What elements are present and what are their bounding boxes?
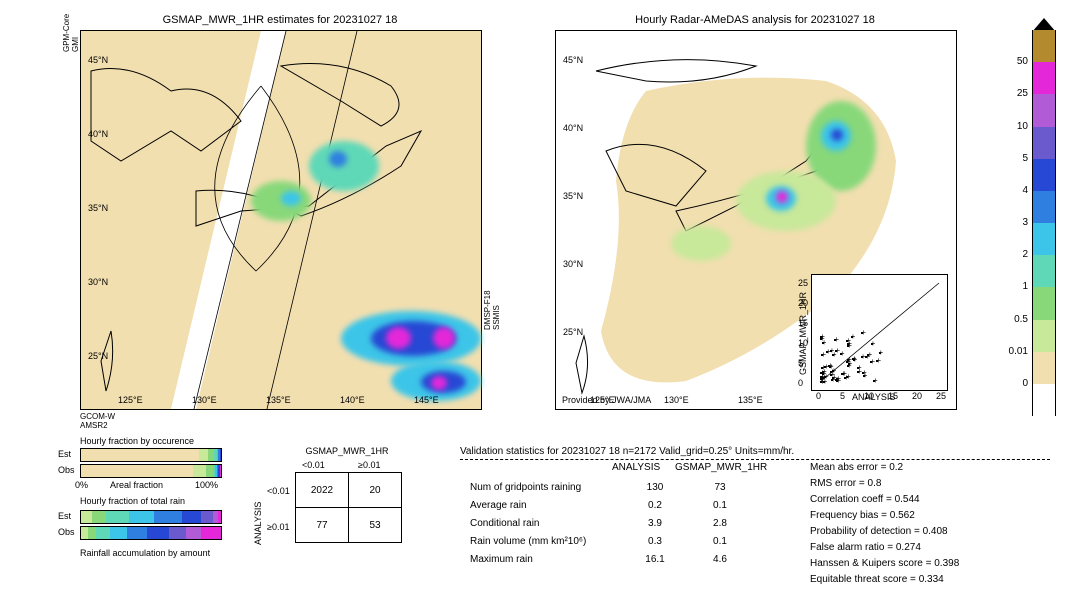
ct-col-1: ≥0.01 — [358, 460, 380, 470]
fraction-xaxis-2: 100% — [195, 480, 218, 490]
val-col-1: GSMAP_MWR_1HR — [675, 462, 767, 473]
scatter-inset: ++++++++++++++++++++++++++++++++++++++++… — [811, 274, 948, 391]
ct-col-0: <0.01 — [302, 460, 325, 470]
left-map — [80, 30, 482, 410]
colorbar-tick: 0.01 — [998, 346, 1028, 357]
colorbar-tick: 25 — [998, 88, 1028, 99]
colorbar — [1032, 30, 1056, 416]
sat-gpm-label: GPM-Core GMI — [62, 14, 80, 52]
validation-title: Validation statistics for 20231027 18 n=… — [460, 446, 1050, 460]
colorbar-tick: 50 — [998, 56, 1028, 67]
fraction-title-2: Hourly fraction of total rain — [80, 496, 185, 506]
colorbar-tick: 10 — [998, 121, 1028, 132]
colorbar-tick: 1 — [998, 281, 1028, 292]
fraction-title-1: Hourly fraction by occurence — [80, 436, 194, 446]
ct-row-label: ANALYSIS — [253, 502, 263, 545]
colorbar-tick: 5 — [998, 153, 1028, 164]
contingency-table: 202220 7753 — [295, 472, 402, 543]
sat-gcom-label: GCOM-W AMSR2 — [80, 412, 115, 430]
sat-dmsp-label: DMSP-F18 SSMIS — [483, 290, 501, 330]
fraction-xaxis-1: Areal fraction — [110, 480, 163, 490]
colorbar-tick: 4 — [998, 185, 1028, 196]
colorbar-tick: 0 — [998, 378, 1028, 389]
contingency-title: GSMAP_MWR_1HR — [292, 446, 402, 456]
colorbar-tick: 3 — [998, 217, 1028, 228]
right-map-title: Hourly Radar-AMeDAS analysis for 2023102… — [555, 14, 955, 26]
left-map-title: GSMAP_MWR_1HR estimates for 20231027 18 — [80, 14, 480, 26]
fraction-xaxis-0: 0% — [75, 480, 88, 490]
ct-row-1: ≥0.01 — [267, 522, 289, 532]
fraction-footer: Rainfall accumulation by amount — [80, 548, 210, 558]
ct-row-0: <0.01 — [267, 486, 290, 496]
colorbar-tick: 2 — [998, 249, 1028, 260]
colorbar-tick: 0.5 — [998, 314, 1028, 325]
right-map: ++++++++++++++++++++++++++++++++++++++++… — [555, 30, 957, 410]
val-col-0: ANALYSIS — [612, 462, 660, 473]
